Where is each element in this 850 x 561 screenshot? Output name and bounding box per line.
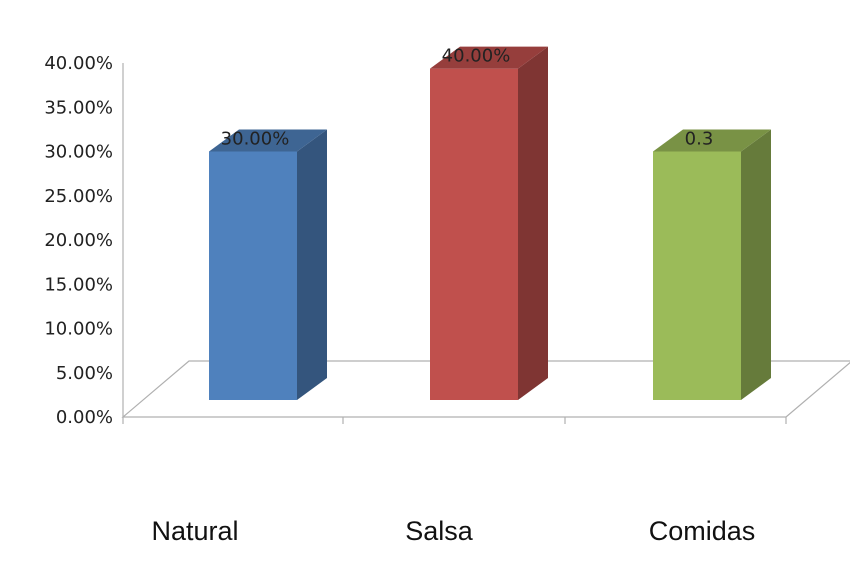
bar-data-label: 40.00%	[442, 46, 511, 67]
y-tick-label: 20.00%	[44, 230, 113, 251]
bar-side	[297, 129, 327, 400]
y-tick-label: 25.00%	[44, 186, 113, 207]
y-tick-label: 35.00%	[44, 97, 113, 118]
y-tick-label: 10.00%	[44, 319, 113, 340]
y-tick-label: 5.00%	[56, 363, 113, 384]
y-tick-label: 0.00%	[56, 407, 113, 428]
y-tick-label: 30.00%	[44, 142, 113, 163]
bar-top	[653, 129, 771, 152]
bar-data-label: 0.3	[685, 128, 714, 149]
bar-front	[430, 68, 518, 400]
bar-top	[209, 129, 327, 152]
y-tick-label: 40.00%	[44, 53, 113, 74]
bar-side	[518, 46, 548, 400]
bar-side	[741, 129, 771, 400]
bar-top	[430, 46, 548, 69]
x-category-label: Natural	[151, 516, 238, 546]
bar-data-label: 30.00%	[221, 128, 290, 149]
bar-front	[653, 151, 741, 400]
x-category-label: Comidas	[649, 516, 756, 546]
x-category-label: Salsa	[405, 516, 474, 546]
y-tick-label: 15.00%	[44, 274, 113, 295]
bar-front	[209, 151, 297, 400]
